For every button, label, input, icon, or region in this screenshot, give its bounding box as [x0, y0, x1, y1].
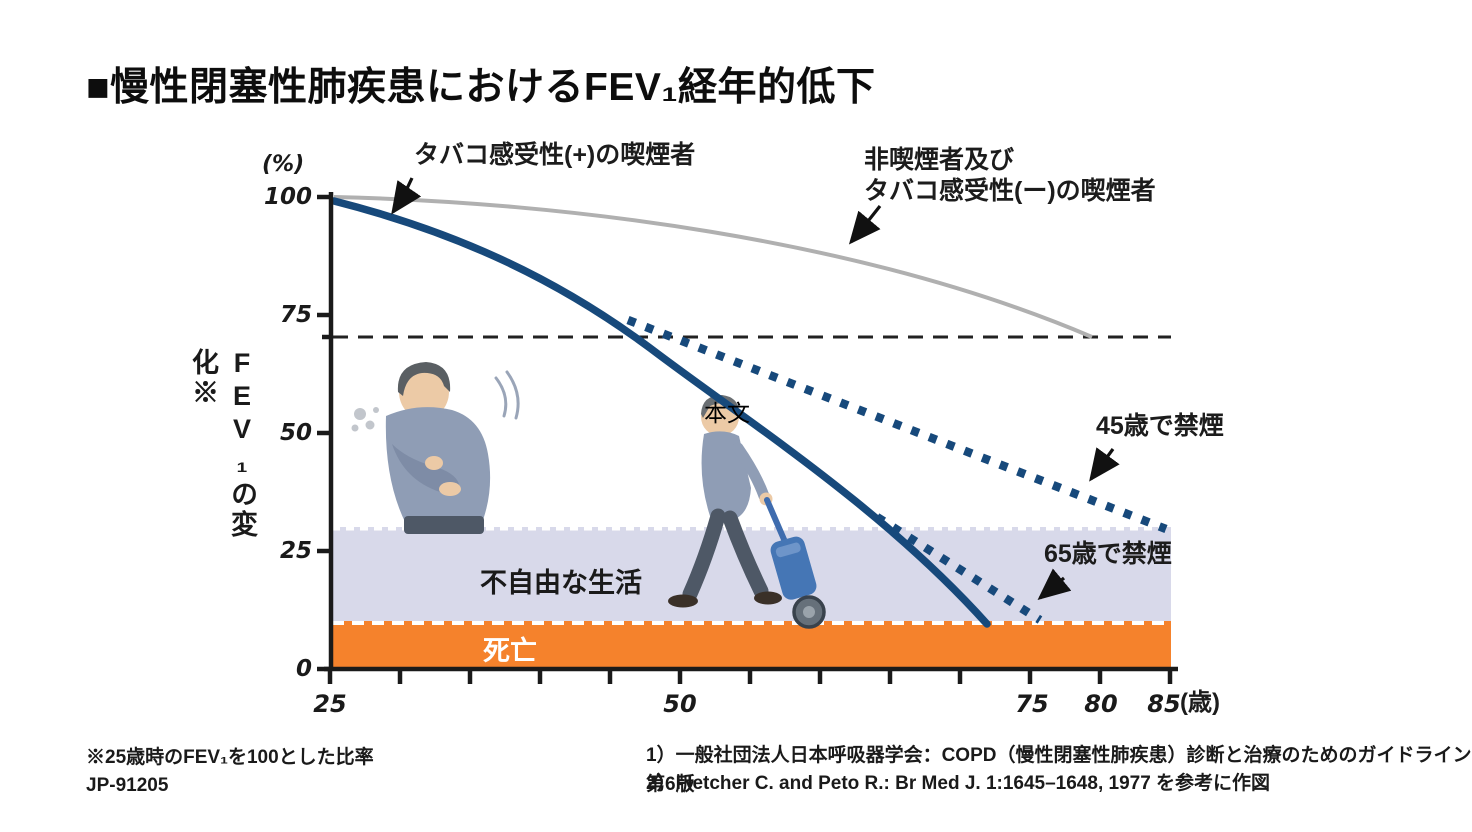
y-tick-25: 25	[279, 538, 312, 564]
curve-quit-45	[626, 316, 1168, 533]
y-tick-100: 100	[263, 184, 312, 210]
annotation-arrows	[391, 177, 1120, 601]
curve-nonsmoker	[333, 195, 1093, 339]
label-quit-65: 65歳で禁煙	[1044, 540, 1172, 568]
x-tick-80: 80	[1084, 690, 1118, 718]
label-quit-45: 45歳で禁煙	[1096, 412, 1224, 440]
reference-2: 2）Fletcher C. and Peto R.: Br Med J. 1:1…	[646, 773, 1271, 794]
label-disabled-life: 不自由な生活	[480, 568, 642, 598]
illustration-walking-man-oxygen-cart	[668, 395, 826, 629]
label-nonsmoker: 非喫煙者及び タバコ感受性(ー)の喫煙者	[864, 145, 1156, 208]
curve-susceptible-smoker	[330, 197, 991, 628]
y-axis-unit: (%)	[262, 152, 305, 177]
y-tick-0: 0	[295, 656, 312, 682]
axes	[317, 192, 1178, 684]
footnote-ratio: ※25歳時のFEV₁を100とした比率	[86, 747, 374, 768]
stray-text: 本文	[704, 400, 750, 426]
label-susceptible-smoker: タバコ感受性(+)の喫煙者	[414, 141, 696, 169]
curve-quit-65	[874, 513, 1043, 624]
y-tick-75: 75	[279, 302, 312, 328]
footnote-code: JP-91205	[86, 775, 169, 796]
label-death: 死亡	[483, 636, 537, 666]
reference-1: 1）一般社団法人日本呼吸器学会：COPD（慢性閉塞性肺疾患）診断と治療のためのガ…	[646, 745, 1472, 795]
x-tick-75: 75	[1015, 690, 1049, 718]
page-title: ■慢性閉塞性肺疾患におけるFEV₁経年的低下	[86, 66, 876, 109]
x-tick-50: 50	[663, 690, 697, 718]
band-death	[332, 621, 1171, 669]
y-tick-50: 50	[279, 420, 312, 446]
label-nonsmoker-line1: 非喫煙者及び	[864, 146, 1015, 174]
x-tick-25: 25	[313, 690, 347, 718]
x-tick-85: 85	[1147, 690, 1181, 718]
y-axis-title: FEV₁の変化※	[188, 348, 257, 540]
x-axis-unit: (歳)	[1180, 689, 1220, 716]
illustration-coughing-man	[351, 362, 520, 534]
label-nonsmoker-line2: タバコ感受性(ー)の喫煙者	[864, 177, 1156, 206]
